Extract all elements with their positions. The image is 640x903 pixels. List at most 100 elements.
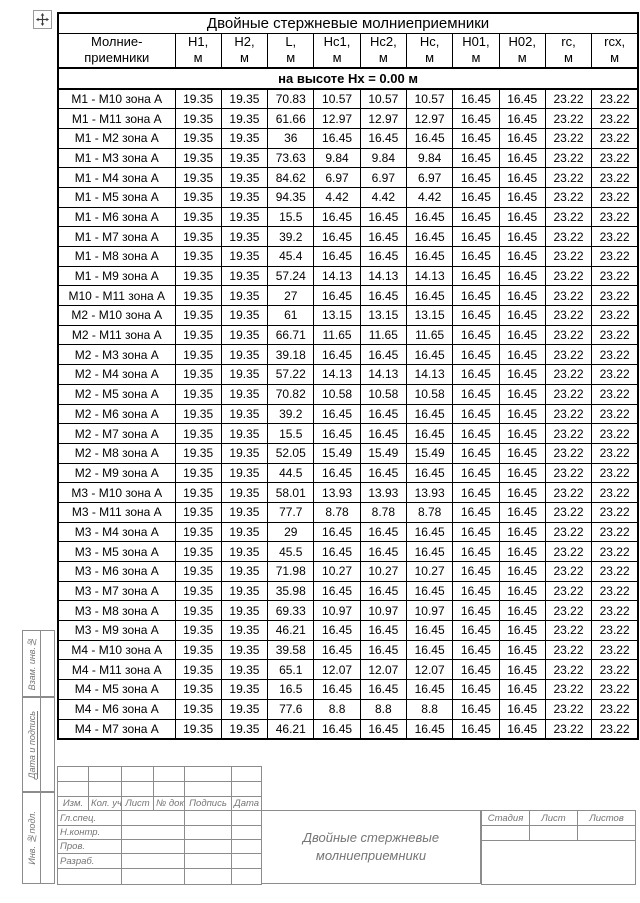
strip-divider xyxy=(40,793,41,883)
value-cell: 16.45 xyxy=(498,324,546,346)
value-cell: 16.45 xyxy=(452,88,500,110)
value-cell: 16.45 xyxy=(313,344,361,366)
table-row: M4 - M6 зона А 19.35 19.35 77.6 8.8 8.8 8.8 16.… xyxy=(57,698,639,720)
value-cell: 13.93 xyxy=(313,482,361,503)
value-cell: 19.35 xyxy=(174,206,222,228)
value-cell: 19.35 xyxy=(220,561,269,582)
value-cell: 16.45 xyxy=(313,718,361,740)
value-cell: 16.45 xyxy=(498,541,546,562)
value-cell: 16.45 xyxy=(313,246,361,267)
col-header-symbol: Hc1, xyxy=(323,34,351,49)
table-title: Двойные стержневые молниеприемники xyxy=(57,12,639,34)
role-empty-cell xyxy=(184,853,232,869)
rod-pair-cell: M4 - M11 зона А xyxy=(57,659,176,681)
table-row: M4 - M7 зона А 19.35 19.35 46.21 16.45 16.45 1… xyxy=(57,718,639,740)
value-cell: 23.22 xyxy=(544,108,593,129)
value-cell: 15.5 xyxy=(267,206,315,228)
value-cell: 16.45 xyxy=(405,206,454,228)
value-cell: 23.22 xyxy=(591,88,639,110)
move-cross-icon xyxy=(36,13,49,26)
col-header: H2, м xyxy=(220,32,269,69)
doc-title-line1: Двойные стержневые xyxy=(302,830,440,846)
value-cell: 23.22 xyxy=(544,580,593,602)
value-cell: 16.45 xyxy=(452,364,500,385)
value-cell: 23.22 xyxy=(544,521,593,543)
value-cell: 16.45 xyxy=(452,167,500,188)
value-cell: 16.45 xyxy=(313,580,361,602)
value-cell: 10.27 xyxy=(313,561,361,582)
rod-pair-cell: M4 - M5 зона А xyxy=(57,679,176,700)
revision-empty-cell xyxy=(231,781,262,797)
value-cell: 10.97 xyxy=(359,600,407,622)
side-strip-box-vzam: Взам. инв.№ xyxy=(22,630,55,697)
value-cell: 19.35 xyxy=(174,521,222,543)
side-strip-label: Инв. №подл. xyxy=(26,811,37,865)
col-header-rods: Молние-приемники xyxy=(57,32,176,69)
rod-pair-cell: M2 - M4 зона А xyxy=(57,364,176,385)
value-cell: 23.22 xyxy=(591,462,639,484)
value-cell: 16.45 xyxy=(498,442,546,464)
value-cell: 16.45 xyxy=(452,147,500,169)
value-cell: 65.1 xyxy=(267,659,315,681)
value-cell: 10.27 xyxy=(405,561,454,582)
value-cell: 16.5 xyxy=(267,679,315,700)
value-cell: 12.97 xyxy=(405,108,454,129)
value-cell: 14.13 xyxy=(313,265,361,287)
roles-table: Гл.спец. Н.контр. Пров. Разраб. xyxy=(57,810,262,885)
value-cell: 16.45 xyxy=(359,679,407,700)
height-subheader: на высоте Hx = 0.00 м xyxy=(57,67,639,90)
value-cell: 14.13 xyxy=(359,265,407,287)
value-cell: 19.35 xyxy=(220,698,269,720)
value-cell: 12.07 xyxy=(405,659,454,681)
rod-pair-cell: M3 - M9 зона А xyxy=(57,620,176,641)
value-cell: 23.22 xyxy=(544,423,593,444)
value-cell: 23.22 xyxy=(544,659,593,681)
value-cell: 19.35 xyxy=(220,127,269,149)
value-cell: 23.22 xyxy=(591,147,639,169)
role-empty-cell xyxy=(184,839,232,854)
value-cell: 16.45 xyxy=(498,364,546,385)
value-cell: 23.22 xyxy=(591,265,639,287)
value-cell: 16.45 xyxy=(498,403,546,425)
side-strip-box-inv: Инв. №подл. xyxy=(22,792,55,884)
revision-empty-cell xyxy=(121,781,154,797)
value-cell: 39.58 xyxy=(267,639,315,661)
rod-pair-cell: M1 - M2 зона А xyxy=(57,127,176,149)
col-header-unit: м xyxy=(239,50,249,66)
value-cell: 8.8 xyxy=(359,698,407,720)
col-header-unit: м xyxy=(425,50,435,66)
table-row: M2 - M10 зона А 19.35 19.35 61 13.15 13.15 13.… xyxy=(57,305,639,326)
value-cell: 16.45 xyxy=(452,679,500,700)
value-cell: 16.45 xyxy=(359,521,407,543)
value-cell: 13.15 xyxy=(313,305,361,326)
value-cell: 16.45 xyxy=(313,206,361,228)
value-cell: 16.45 xyxy=(498,383,546,405)
value-cell: 16.45 xyxy=(498,206,546,228)
value-cell: 16.45 xyxy=(498,108,546,129)
rod-pair-cell: M4 - M7 зона А xyxy=(57,718,176,740)
value-cell: 19.35 xyxy=(174,561,222,582)
col-header: H1, м xyxy=(174,32,222,69)
value-cell: 19.35 xyxy=(174,679,222,700)
value-cell: 23.22 xyxy=(591,206,639,228)
value-cell: 19.35 xyxy=(220,246,269,267)
value-cell: 19.35 xyxy=(220,482,269,503)
value-cell: 16.45 xyxy=(498,580,546,602)
value-cell: 16.45 xyxy=(452,698,500,720)
value-cell: 4.42 xyxy=(313,186,361,208)
value-cell: 16.45 xyxy=(498,462,546,484)
table-row: M2 - M5 зона А 19.35 19.35 70.82 10.58 10.58 1… xyxy=(57,383,639,405)
value-cell: 16.45 xyxy=(405,403,454,425)
doc-title-line2: молниеприемники xyxy=(315,848,427,863)
table-row: M2 - M6 зона А 19.35 19.35 39.2 16.45 16.45 16… xyxy=(57,403,639,425)
value-cell: 16.45 xyxy=(452,206,500,228)
value-cell: 23.22 xyxy=(544,206,593,228)
value-cell: 10.27 xyxy=(359,561,407,582)
value-cell: 9.84 xyxy=(405,147,454,169)
table-row: M3 - M9 зона А 19.35 19.35 46.21 16.45 16.45 1… xyxy=(57,620,639,641)
value-cell: 36 xyxy=(267,127,315,149)
value-cell: 16.45 xyxy=(498,620,546,641)
move-handle[interactable] xyxy=(33,10,52,29)
value-cell: 12.07 xyxy=(313,659,361,681)
value-cell: 16.45 xyxy=(498,698,546,720)
